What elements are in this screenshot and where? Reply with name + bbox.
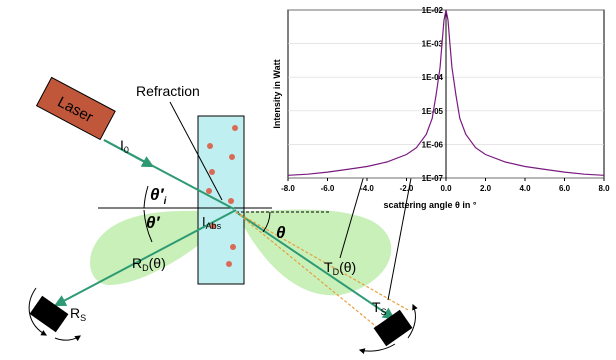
particles [206,125,238,267]
chart-x-tick-label: 6.0 [559,184,571,193]
reflected-beam [53,209,237,307]
svg-text:RD(θ): RD(θ) [132,255,166,273]
td-subscript: D [333,267,340,277]
rd-subscript: D [142,263,149,273]
svg-text:IAbs: IAbs [202,214,222,231]
chart-y-tick-label: 1E-02 [422,6,444,15]
chart-y-axis-label: Intensity in Watt [272,59,282,128]
transmission-detector [373,309,413,347]
particle [232,125,238,131]
theta-prime-label: θ′ [146,213,160,232]
rs-label: R [70,305,80,321]
refraction-pointer [169,101,223,201]
chart-x-tick-label: 0.0 [440,184,452,193]
chart-x-tick-label: -2.0 [400,184,414,193]
td-argument: (θ) [339,259,356,275]
chart-x-tick-label: 8.0 [598,184,610,193]
iabs-subscript: Abs [206,221,222,231]
chart-y-tick-label: 1E-03 [422,40,444,49]
iabs-label: I [202,214,206,229]
scattering-angle-arc [262,211,271,233]
acceptance-cone-upper [235,211,409,311]
theta-label: θ [276,223,286,242]
td-to-chart-pointer [339,171,366,259]
svg-text:TD(θ): TD(θ) [324,259,356,277]
chart-y-tick-label: 1E-06 [422,140,444,149]
transmitted-scattering-lobe [236,209,392,296]
transmitted-beam [235,211,395,320]
ts-subscript: S [381,307,387,317]
particle [226,261,232,267]
rd-label: R [132,255,142,271]
laser-source: Laser [35,76,116,141]
rs-subscript: S [80,313,86,323]
particle [228,198,234,204]
svg-text:TS: TS [372,299,387,317]
incident-beam-arrow [103,139,155,168]
theta-i-label: θ′ [150,185,164,204]
particle [209,169,215,175]
svg-text:RS: RS [70,305,86,323]
chart-y-tick-label: 1E-07 [422,174,444,183]
reflection-angle-arc [143,209,153,243]
particle [206,188,212,194]
chart-y-tick-label: 1E-05 [422,107,444,116]
incident-angle-arc [143,185,149,209]
td-label: T [324,259,333,275]
svg-text:θ′i: θ′i [150,185,167,207]
ts-label: T [372,299,381,315]
chart-x-tick-label: 2.0 [480,184,492,193]
chart-y-tick-label: 1E-04 [422,73,444,82]
particle [207,143,213,149]
intensity-series-line [287,9,605,176]
theta-i-subscript: i [164,196,167,207]
refraction-label: Refraction [136,83,200,99]
particle [230,244,236,250]
cuvette [197,115,245,285]
i0-label: I [120,137,124,153]
rd-argument: (θ) [149,255,166,271]
chart-x-axis-label: scattering angle θ in ° [384,200,477,210]
transmission-detector-rotation-arrow [407,303,418,339]
i0-subscript: 0 [124,145,129,155]
chart-x-tick-label: 4.0 [519,184,531,193]
intensity-chart: -8.0 -6.0 -4.0 -2.0 0.0 2.0 4.0 6.0 8.0 1E-07 1E-… [272,6,610,210]
particle [229,154,235,160]
chart-x-tick-label: -4.0 [360,184,374,193]
particle [210,223,216,229]
transmission-detector-rotation-arrow [358,343,396,355]
chart-x-tick-label: -8.0 [281,184,295,193]
chart-x-tick-label: -6.0 [321,184,335,193]
reflection-detector-rotation-arrow [28,287,48,336]
acceptance-cone-lower [235,211,379,329]
reflection-detector [29,295,69,333]
svg-text:I0: I0 [120,137,129,155]
reflection-detector-rotation-arrow [54,335,81,342]
